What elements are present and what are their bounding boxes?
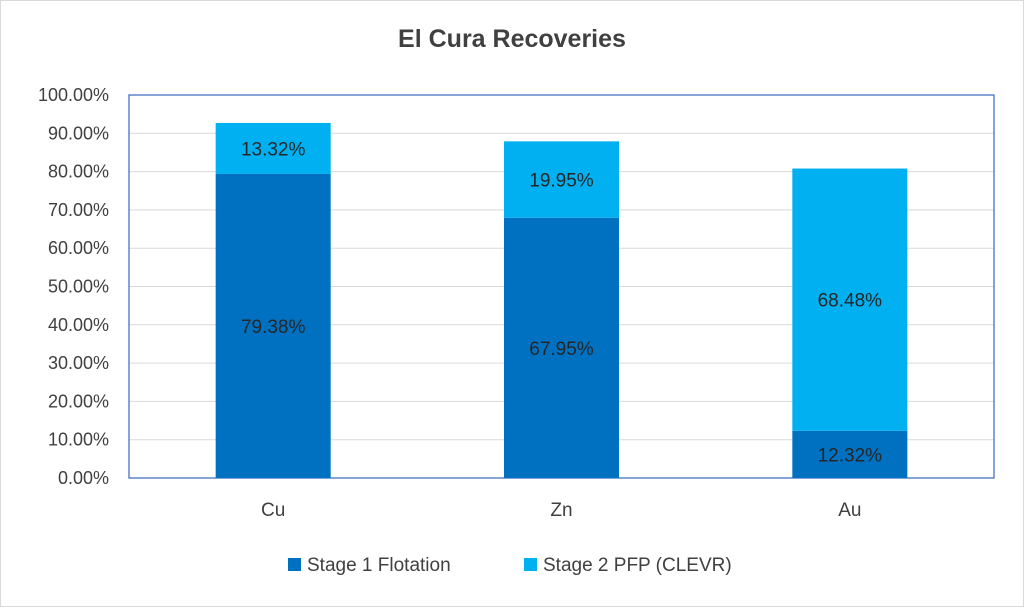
data-label: 68.48% bbox=[818, 291, 883, 312]
y-tick-label: 0.00% bbox=[58, 468, 109, 488]
data-label: 12.32% bbox=[818, 445, 883, 466]
bar-segment bbox=[215, 122, 331, 174]
y-tick-label: 90.00% bbox=[48, 123, 109, 143]
bar-segment bbox=[792, 168, 908, 431]
legend-swatch bbox=[288, 558, 301, 571]
y-tick-label: 80.00% bbox=[48, 162, 109, 182]
bar-segment bbox=[504, 141, 619, 218]
y-tick-label: 60.00% bbox=[48, 238, 109, 258]
bar-segment bbox=[504, 217, 619, 478]
y-tick-label: 20.00% bbox=[48, 391, 109, 411]
data-label: 19.95% bbox=[529, 171, 594, 192]
x-category-label: Au bbox=[838, 500, 861, 521]
bar-segment bbox=[792, 430, 908, 478]
y-tick-label: 100.00% bbox=[38, 85, 109, 105]
x-category-label: Zn bbox=[550, 500, 572, 521]
legend-swatch bbox=[524, 558, 537, 571]
data-label: 79.38% bbox=[241, 317, 306, 338]
data-label: 13.32% bbox=[241, 139, 306, 160]
y-tick-label: 30.00% bbox=[48, 353, 109, 373]
chart-title: El Cura Recoveries bbox=[398, 25, 626, 53]
legend-label: Stage 2 PFP (CLEVR) bbox=[543, 555, 732, 576]
data-label: 67.95% bbox=[529, 339, 594, 360]
y-tick-label: 40.00% bbox=[48, 315, 109, 335]
x-category-label: Cu bbox=[261, 500, 285, 521]
y-tick-label: 70.00% bbox=[48, 200, 109, 220]
bar-segment bbox=[215, 173, 331, 478]
legend-label: Stage 1 Flotation bbox=[307, 555, 451, 576]
y-tick-label: 10.00% bbox=[48, 430, 109, 450]
y-tick-label: 50.00% bbox=[48, 277, 109, 297]
